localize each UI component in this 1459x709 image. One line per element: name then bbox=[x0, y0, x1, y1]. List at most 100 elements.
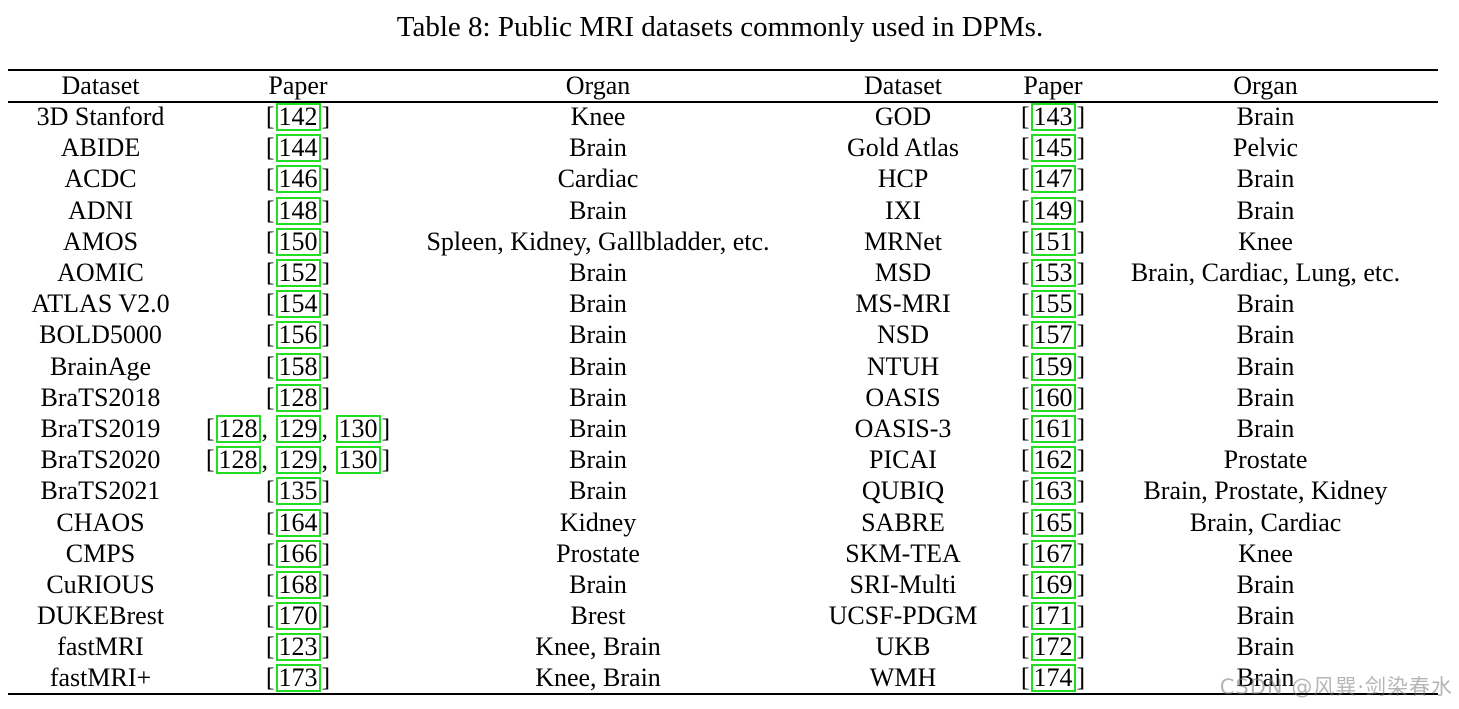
citation-link[interactable]: 128 bbox=[215, 446, 261, 475]
organ-cell: Brain bbox=[1236, 413, 1295, 443]
paper-cell: [151] bbox=[1020, 226, 1086, 256]
dataset-cell: fastMRI bbox=[57, 632, 144, 662]
organ-cell: Brain bbox=[1236, 289, 1295, 319]
citation-link[interactable]: 163 bbox=[1030, 477, 1076, 506]
citation-link[interactable]: 164 bbox=[275, 508, 321, 537]
citation-link[interactable]: 153 bbox=[1030, 259, 1076, 288]
citation-link[interactable]: 158 bbox=[275, 352, 321, 381]
citation-link[interactable]: 130 bbox=[335, 446, 381, 475]
citation-link[interactable]: 128 bbox=[215, 414, 261, 443]
paper-cell: [143] bbox=[1020, 102, 1086, 132]
paper-cell: [128, 129, 130] bbox=[205, 413, 391, 443]
citation-link[interactable]: 173 bbox=[275, 664, 321, 693]
citation-link[interactable]: 146 bbox=[275, 165, 321, 194]
organ-cell: Brain bbox=[569, 382, 627, 412]
table-caption: Table 8: Public MRI datasets commonly us… bbox=[396, 11, 1044, 43]
dataset-cell: 3D Stanford bbox=[36, 102, 165, 132]
citation-link[interactable]: 152 bbox=[275, 259, 321, 288]
organ-cell: Brain bbox=[569, 133, 627, 163]
organ-cell: Knee, Brain bbox=[535, 632, 661, 662]
organ-cell: Brain bbox=[1236, 601, 1295, 631]
dataset-cell: AOMIC bbox=[57, 258, 144, 288]
citation-link[interactable]: 123 bbox=[275, 633, 321, 662]
dataset-cell: CuRIOUS bbox=[46, 569, 155, 599]
citation-link[interactable]: 161 bbox=[1030, 414, 1076, 443]
citation-link[interactable]: 144 bbox=[275, 134, 321, 163]
organ-cell: Brain bbox=[1236, 351, 1295, 381]
citation-link[interactable]: 129 bbox=[275, 414, 321, 443]
organ-cell: Brain bbox=[569, 413, 627, 443]
paper-cell: [153] bbox=[1020, 258, 1086, 288]
citation-link[interactable]: 156 bbox=[275, 321, 321, 350]
dataset-cell: WMH bbox=[869, 663, 937, 693]
citation-link[interactable]: 147 bbox=[1030, 165, 1076, 194]
paper-cell: [174] bbox=[1020, 663, 1086, 693]
organ-cell: Brest bbox=[570, 601, 626, 631]
citation-link[interactable]: 135 bbox=[275, 477, 321, 506]
organ-cell: Brain bbox=[1236, 663, 1295, 693]
organ-cell: Brain bbox=[569, 289, 627, 319]
organ-cell: Brain bbox=[569, 476, 627, 506]
paper-cell: [171] bbox=[1020, 601, 1086, 631]
paper-cell: [159] bbox=[1020, 351, 1086, 381]
watermark: CSDN @风巽·剑染春水 bbox=[1219, 675, 1453, 699]
dataset-cell: ADNI bbox=[68, 195, 133, 225]
paper-cell: [156] bbox=[265, 320, 331, 350]
citation-link[interactable]: 151 bbox=[1030, 227, 1076, 256]
citation-link[interactable]: 150 bbox=[275, 227, 321, 256]
citation-link[interactable]: 129 bbox=[275, 446, 321, 475]
citation-link[interactable]: 155 bbox=[1030, 290, 1076, 319]
citation-link[interactable]: 142 bbox=[275, 103, 321, 132]
citation-link[interactable]: 143 bbox=[1030, 103, 1076, 132]
paper-cell: [152] bbox=[265, 258, 331, 288]
citation-link[interactable]: 167 bbox=[1030, 539, 1076, 568]
table-row: ADNI [148] Brain IXI [149] Brain bbox=[8, 195, 1438, 226]
dataset-cell: AMOS bbox=[62, 226, 139, 256]
citation-link[interactable]: 172 bbox=[1030, 633, 1076, 662]
dataset-cell: GOD bbox=[874, 102, 932, 132]
citation-link[interactable]: 170 bbox=[275, 602, 321, 631]
citation-link[interactable]: 154 bbox=[275, 290, 321, 319]
organ-cell: Knee bbox=[1238, 226, 1293, 256]
paper-cell: [158] bbox=[265, 351, 331, 381]
dataset-cell: SABRE bbox=[861, 507, 945, 537]
citation-link[interactable]: 149 bbox=[1030, 196, 1076, 225]
paper-cell: [166] bbox=[265, 538, 331, 568]
organ-cell: Brain bbox=[1236, 569, 1295, 599]
citation-link[interactable]: 148 bbox=[275, 196, 321, 225]
header-row: Dataset Paper Organ Dataset Paper Organ bbox=[8, 71, 1438, 101]
citation-link[interactable]: 130 bbox=[335, 414, 381, 443]
citation-link[interactable]: 169 bbox=[1030, 570, 1076, 599]
dataset-cell: OASIS-3 bbox=[854, 413, 952, 443]
table-row: fastMRI [123] Knee, Brain UKB [172] Brain bbox=[8, 631, 1438, 662]
citation-link[interactable]: 159 bbox=[1030, 352, 1076, 381]
table-row: ACDC [146] Cardiac HCP [147] Brain bbox=[8, 163, 1438, 194]
organ-cell: Brain bbox=[569, 569, 627, 599]
organ-cell: Brain bbox=[569, 445, 627, 475]
citation-link[interactable]: 128 bbox=[275, 383, 321, 412]
citation-link[interactable]: 162 bbox=[1030, 446, 1076, 475]
citation-link[interactable]: 174 bbox=[1030, 664, 1076, 693]
citation-link[interactable]: 145 bbox=[1030, 134, 1076, 163]
table-row: AMOS [150] Spleen, Kidney, Gallbladder, et… bbox=[8, 226, 1438, 257]
table-row: AOMIC [152] Brain MSD [153] Brain, Cardiac, L… bbox=[8, 257, 1438, 288]
paper-cell: [168] bbox=[265, 569, 331, 599]
dataset-cell: MS-MRI bbox=[855, 289, 951, 319]
dataset-cell: SKM-TEA bbox=[845, 538, 961, 568]
citation-link[interactable]: 168 bbox=[275, 570, 321, 599]
dataset-cell: ABIDE bbox=[60, 133, 141, 163]
organ-cell: Brain bbox=[1236, 382, 1295, 412]
paper-cell: [142] bbox=[265, 102, 331, 132]
dataset-cell: SRI-Multi bbox=[849, 569, 957, 599]
dataset-cell: IXI bbox=[884, 195, 922, 225]
citation-link[interactable]: 160 bbox=[1030, 383, 1076, 412]
table-row: BrainAge [158] Brain NTUH [159] Brain bbox=[8, 351, 1438, 382]
paper-cell: [162] bbox=[1020, 445, 1086, 475]
citation-link[interactable]: 166 bbox=[275, 539, 321, 568]
header-rule bbox=[8, 101, 1438, 103]
citation-link[interactable]: 157 bbox=[1030, 321, 1076, 350]
dataset-cell: ACDC bbox=[64, 164, 137, 194]
dataset-cell: UCSF-PDGM bbox=[828, 601, 978, 631]
citation-link[interactable]: 165 bbox=[1030, 508, 1076, 537]
citation-link[interactable]: 171 bbox=[1030, 602, 1076, 631]
